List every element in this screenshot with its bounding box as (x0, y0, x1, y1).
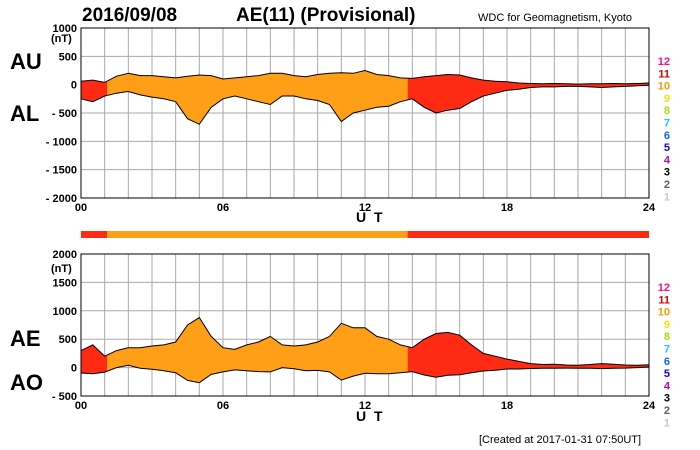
p1-activity-fill (81, 80, 107, 102)
p1-y-tick-label: 500 (59, 51, 77, 63)
activity-band-segment (81, 231, 108, 238)
p1-y-tick-label: - 500 (52, 108, 77, 120)
p2-y-tick-label: 1000 (53, 306, 77, 318)
p1-level-4: 4 (664, 154, 671, 166)
ae-ao-area (80, 253, 650, 397)
p2-level-8: 8 (664, 331, 670, 343)
p2-y-tick-label: - 500 (52, 391, 77, 403)
p2-x-tick-label: 12 (359, 400, 371, 412)
p1-y-tick-label: - 1500 (46, 165, 77, 177)
au-label: AU (10, 49, 42, 74)
p2-level-6: 6 (664, 356, 670, 368)
p1-level-6: 6 (664, 130, 670, 142)
p1-x-tick-label: 06 (217, 202, 229, 214)
p2-level-4: 4 (664, 380, 671, 392)
p2-x-tick-label: 00 (75, 400, 87, 412)
p1-level-2: 2 (664, 179, 670, 191)
au-al-x-tick-labels: 00 06 12 18 24 (75, 202, 656, 214)
p2-level-9: 9 (664, 319, 670, 331)
p2-y-tick-label: 0 (71, 363, 77, 375)
ae-label: AE (10, 326, 41, 351)
p1-y-tick-label: 1000 (53, 23, 77, 35)
p2-x-tick-label: 24 (643, 400, 656, 412)
p2-level-10: 10 (658, 307, 670, 319)
p2-y-tick-label: 2000 (53, 249, 77, 261)
p2-activity-fill (81, 344, 107, 374)
p2-y-tick-label: 500 (59, 334, 77, 346)
p2-level-12: 12 (658, 282, 670, 294)
p1-level-12: 12 (658, 56, 670, 68)
p2-level-11: 11 (658, 294, 670, 306)
p2-x-tick-label: 18 (501, 400, 513, 412)
p1-x-tick-label: 12 (359, 202, 371, 214)
source-label: WDC for Geomagnetism, Kyoto (478, 12, 632, 24)
p2-activity-fill (407, 332, 649, 378)
p2-level-3: 3 (664, 393, 670, 405)
p2-plot-frame (80, 253, 650, 397)
p2-level-7: 7 (664, 344, 670, 356)
ae-ao-y-tick-labels: 2000 1500 1000 500 0 - 500 (52, 249, 77, 403)
p1-level-3: 3 (664, 167, 670, 179)
au-al-x-axis-label: U T (356, 209, 385, 225)
p1-y-tick-label: - 2000 (46, 193, 77, 205)
p1-level-7: 7 (664, 118, 670, 130)
p1-level-10: 10 (658, 81, 670, 93)
p1-x-tick-label: 00 (75, 202, 87, 214)
activity-band-segment (107, 231, 408, 238)
p1-level-1: 1 (664, 191, 670, 203)
created-timestamp: [Created at 2017-01-31 07:50UT] (479, 434, 641, 446)
activity-color-band (81, 231, 649, 238)
p2-x-tick-label: 06 (217, 400, 229, 412)
ae-ao-units: (nT) (51, 263, 72, 275)
al-label: AL (10, 101, 39, 126)
au-al-grid (81, 28, 649, 198)
p2-ae-line (80, 316, 650, 366)
ae-ao-x-tick-labels: 00 06 12 18 24 (75, 400, 656, 412)
p1-x-tick-label: 24 (643, 202, 656, 214)
p2-level-1: 1 (664, 417, 670, 429)
ae-ao-grid (81, 254, 649, 396)
p1-level-8: 8 (664, 105, 670, 117)
p2-level-2: 2 (664, 405, 670, 417)
au-al-y-tick-labels: 1000 500 0 - 500 - 1000 - 1500 - 2000 (46, 23, 77, 205)
ae-ao-x-axis-label: U T (356, 408, 385, 424)
au-al-units: (nT) (51, 33, 72, 45)
p1-al-line (80, 84, 650, 125)
chart-title: AE(11) (Provisional) (236, 5, 416, 26)
p1-y-tick-label: 0 (71, 80, 77, 92)
p2-y-tick-label: 1500 (53, 277, 77, 289)
au-al-area (80, 27, 650, 199)
p1-au-line (80, 69, 650, 85)
activity-band-segment (407, 231, 649, 238)
ao-label: AO (10, 370, 43, 395)
p1-plot-frame (80, 27, 650, 199)
p1-x-tick-label: 18 (501, 202, 513, 214)
p2-activity-fill (107, 317, 408, 383)
p2-ao-line (80, 364, 650, 384)
p1-y-tick-label: - 1000 (46, 136, 77, 148)
p1-level-5: 5 (664, 142, 670, 154)
p1-level-9: 9 (664, 93, 670, 105)
date-label: 2016/09/08 (82, 5, 177, 26)
p2-level-5: 5 (664, 368, 670, 380)
p1-level-11: 11 (658, 68, 670, 80)
